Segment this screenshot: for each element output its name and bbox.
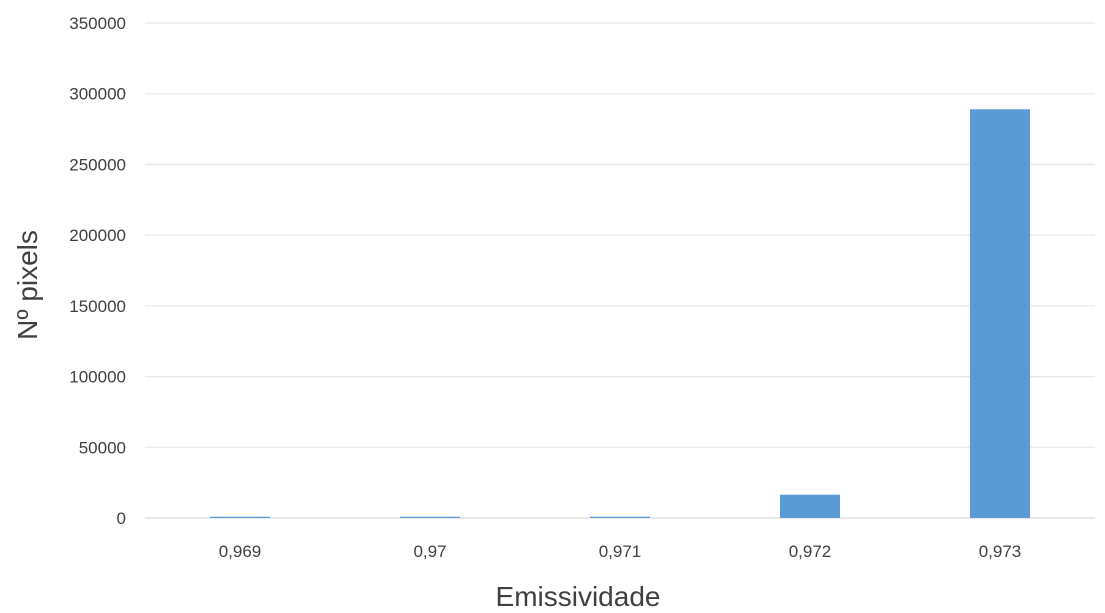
y-tick-label: 350000: [69, 14, 126, 33]
y-axis-ticks: 0 50000 100000 150000 200000 250000 300000 3500…: [69, 14, 126, 528]
x-tick-label: 0,973: [979, 542, 1022, 561]
x-axis-title: Emissividade: [496, 581, 661, 612]
x-tick-label: 0,972: [789, 542, 832, 561]
y-tick-label: 100000: [69, 368, 126, 387]
y-tick-label: 200000: [69, 226, 126, 245]
y-axis-title: Nº pixels: [12, 230, 43, 340]
bar: [970, 109, 1030, 519]
y-tick-label: 150000: [69, 297, 126, 316]
bar: [590, 516, 650, 518]
y-tick-label: 0: [117, 509, 126, 528]
x-tick-label: 0,969: [219, 542, 262, 561]
x-tick-label: 0,97: [413, 542, 446, 561]
y-tick-label: 50000: [79, 438, 126, 457]
x-axis-ticks: 0,969 0,97 0,971 0,972 0,973: [219, 542, 1022, 561]
y-tick-label: 300000: [69, 85, 126, 104]
y-tick-label: 250000: [69, 155, 126, 174]
x-tick-label: 0,971: [599, 542, 642, 561]
bar: [210, 516, 270, 518]
bar: [400, 516, 460, 518]
bars: [210, 109, 1030, 519]
gridlines: [145, 22, 1095, 519]
bar: [780, 494, 840, 518]
